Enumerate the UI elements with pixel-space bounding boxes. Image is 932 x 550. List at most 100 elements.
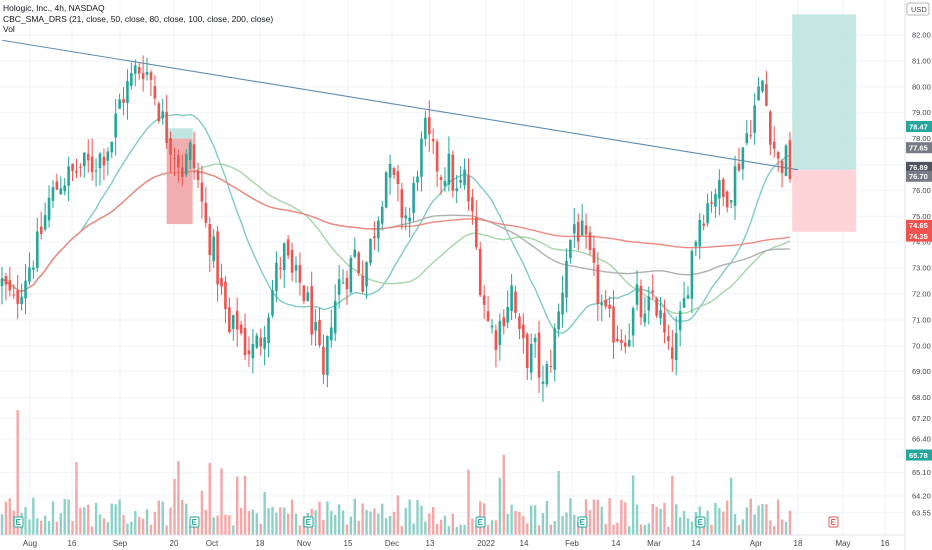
- candle-185: [725, 190, 729, 213]
- volume-bar-135: [530, 505, 533, 535]
- x-tick-label-10: 2022: [477, 539, 495, 548]
- candle-194: [761, 80, 764, 94]
- event-markers[interactable]: [13, 516, 839, 528]
- currency-label: USD: [911, 5, 927, 14]
- earnings-marker-0: [13, 516, 24, 528]
- volume-bar-196: [769, 520, 772, 535]
- candle-38: [149, 69, 153, 96]
- candle-body-156: [612, 306, 615, 343]
- candle-body-14: [55, 181, 59, 190]
- candle-42: [165, 95, 168, 149]
- earnings-marker-2: [303, 516, 314, 528]
- volume-bar-193: [757, 505, 760, 535]
- volume-label[interactable]: Vol: [3, 24, 15, 34]
- volume-bar-183: [718, 508, 721, 535]
- candle-127: [498, 313, 502, 361]
- candle-190: [745, 120, 749, 146]
- candle-18: [71, 163, 74, 182]
- volume-bar-55: [216, 515, 219, 535]
- volume-bar-121: [475, 524, 478, 535]
- candle-88: [345, 270, 349, 305]
- candle-body-154: [604, 299, 607, 307]
- candle-body-66: [259, 337, 263, 347]
- candle-body-200: [784, 145, 788, 176]
- candle-body-94: [369, 238, 372, 264]
- candle-body-145: [569, 239, 572, 259]
- position-tools[interactable]: [166, 14, 857, 232]
- candle-140: [549, 349, 553, 373]
- candle-body-57: [224, 281, 227, 309]
- trendline[interactable]: [1, 39, 798, 171]
- volume-bar-186: [729, 477, 733, 535]
- volume-bar-136: [533, 505, 537, 535]
- candle-body-147: [576, 221, 580, 242]
- candle-17: [67, 156, 70, 202]
- candle-21: [83, 152, 86, 178]
- volume-bar-198: [776, 499, 780, 535]
- candle-78: [306, 286, 310, 302]
- candle-body-32: [126, 81, 129, 104]
- candle-body-199: [780, 161, 784, 173]
- candle-161: [631, 306, 635, 348]
- volume-bar-19: [75, 462, 78, 535]
- earnings-glyph-4: [580, 519, 585, 525]
- volume-bar-33: [130, 521, 133, 535]
- earnings-marker-3: [475, 516, 486, 528]
- candle-body-102: [400, 189, 404, 218]
- price-axis[interactable]: 63.55 64.20 65.10 66.40 67.20 68.00 69.00 70.00…: [904, 0, 932, 550]
- chart-title[interactable]: Hologic, Inc., 4h, NASDAQ: [3, 3, 105, 13]
- candle-44: [173, 147, 176, 176]
- indicator-label[interactable]: CBC_SMA_DRS (21, close, 50, close, 80, c…: [3, 13, 274, 24]
- price-badge-label-5: 74.35: [909, 232, 928, 241]
- candle-46: [181, 154, 184, 187]
- candle-171: [671, 329, 674, 372]
- volume-bar-85: [334, 514, 337, 535]
- volume-bar-142: [557, 470, 560, 535]
- candle-body-161: [631, 308, 635, 336]
- candle-body-72: [282, 243, 286, 270]
- y-tick-label-3: 66.40: [912, 434, 931, 443]
- volume-bar-43: [169, 507, 172, 535]
- candle-20: [79, 163, 82, 177]
- candle-body-160: [627, 339, 631, 347]
- volume-bar-154: [604, 524, 607, 535]
- candle-143: [561, 275, 564, 328]
- volume-bar-171: [671, 475, 674, 535]
- volume-bar-103: [404, 507, 407, 535]
- candle-165: [647, 286, 651, 325]
- candle-body-196: [769, 111, 772, 145]
- candle-138: [541, 365, 545, 402]
- volume-bar-38: [149, 524, 153, 535]
- volume-bar-90: [353, 498, 356, 535]
- volume-bar-60: [236, 476, 239, 535]
- price-badge-4: [906, 219, 932, 231]
- volume-bar-191: [749, 498, 752, 535]
- candle-5: [20, 283, 23, 311]
- volume-bar-113: [443, 515, 447, 535]
- candle-body-137: [537, 332, 541, 378]
- candle-101: [396, 164, 400, 202]
- volume-bar-61: [239, 508, 243, 535]
- candle-199: [780, 159, 784, 188]
- candle-body-126: [494, 330, 498, 350]
- candle-100: [392, 166, 396, 180]
- candle-body-153: [600, 302, 604, 306]
- volume-bar-187: [733, 514, 737, 535]
- volume-bar-63: [247, 510, 251, 535]
- time-axis[interactable]: Aug 16 Sep 20 Oct 18 Nov 15 Dec 13 2022 14 Feb 14 Mar 1…: [0, 534, 905, 548]
- candle-129: [506, 290, 509, 329]
- x-tick-label-13: 14: [612, 539, 621, 548]
- candle-body-104: [408, 217, 411, 222]
- candle-body-168: [659, 310, 662, 319]
- volume-bar-176: [690, 521, 694, 535]
- volume-bar-6: [24, 506, 27, 535]
- candle-0: [0, 266, 4, 305]
- candle-28: [110, 141, 114, 159]
- y-tick-label-2: 65.10: [912, 468, 931, 477]
- x-tick-label-7: 15: [344, 539, 353, 548]
- candle-196: [769, 109, 772, 156]
- candle-body-85: [333, 301, 337, 334]
- candle-128: [502, 309, 506, 335]
